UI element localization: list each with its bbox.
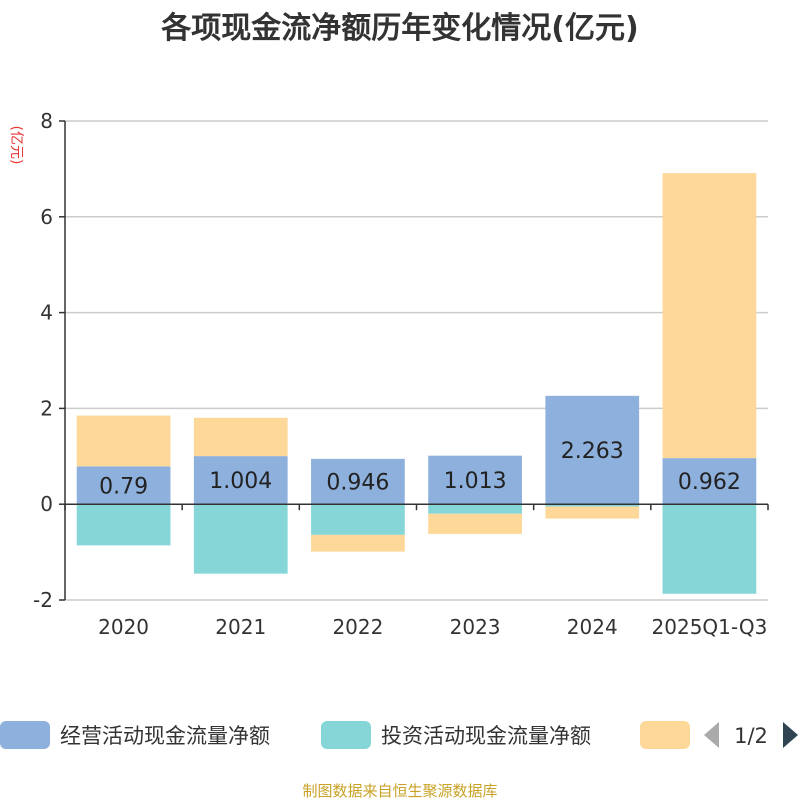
- data-label: 0.962: [678, 470, 741, 495]
- grid: [65, 120, 768, 601]
- bar-series-2[interactable]: [545, 504, 640, 507]
- x-tick-label: 2024: [567, 615, 618, 639]
- bar-series-2[interactable]: [76, 504, 171, 546]
- bar-series-2[interactable]: [193, 504, 288, 574]
- legend-swatch-2[interactable]: [321, 721, 371, 749]
- bar-series-1[interactable]: [311, 458, 405, 505]
- data-label: 0.79: [99, 474, 148, 499]
- data-label: 1.013: [444, 469, 507, 494]
- legend-next-icon[interactable]: [783, 722, 798, 748]
- data-label: 1.004: [209, 469, 272, 494]
- y-tick-label: 8: [40, 109, 53, 133]
- bar-series-3[interactable]: [545, 506, 640, 519]
- x-tick-label: 2022: [332, 615, 383, 639]
- bar-series-1[interactable]: [545, 395, 640, 505]
- data-label: 2.263: [561, 439, 624, 464]
- legend: 经营活动现金流量净额 投资活动现金流量净额 1/2: [0, 721, 798, 749]
- bars: [76, 173, 757, 594]
- bar-series-1[interactable]: [428, 455, 522, 505]
- bar-series-1[interactable]: [193, 456, 288, 505]
- legend-label-2[interactable]: 投资活动现金流量净额: [381, 724, 591, 748]
- data-labels: 0.79 1.004 0.946 1.013 2.263 0.962: [99, 439, 741, 499]
- x-tick-label: 2025Q1-Q3: [652, 615, 768, 639]
- bar-series-2[interactable]: [662, 504, 757, 594]
- legend-prev-icon[interactable]: [704, 722, 719, 748]
- axes: -2 0 2 4 6 8 2020 2021 2022 2023 2024 2025Q1-Q3: [33, 109, 769, 639]
- bar-series-2[interactable]: [311, 504, 405, 535]
- x-tick-label: 2023: [450, 615, 501, 639]
- y-tick-label: 6: [40, 205, 53, 229]
- x-tick-label: 2021: [215, 615, 266, 639]
- bar-series-3[interactable]: [662, 173, 757, 459]
- bar-series-2[interactable]: [428, 504, 522, 514]
- y-tick-label: -2: [33, 588, 53, 612]
- bar-series-3[interactable]: [428, 513, 522, 534]
- y-tick-label: 2: [40, 396, 53, 420]
- bar-series-1[interactable]: [76, 466, 171, 505]
- chart-title: 各项现金流净额历年变化情况(亿元): [160, 11, 638, 46]
- data-label: 0.946: [326, 471, 389, 496]
- y-tick-label: 0: [40, 492, 53, 516]
- bar-series-3[interactable]: [311, 534, 405, 552]
- legend-label-1[interactable]: 经营活动现金流量净额: [60, 724, 270, 748]
- legend-page-indicator: 1/2: [734, 724, 768, 748]
- legend-swatch-3[interactable]: [640, 721, 690, 749]
- y-axis-label: (亿元): [8, 126, 24, 165]
- bar-series-3[interactable]: [193, 417, 288, 457]
- bar-series-1[interactable]: [662, 458, 757, 505]
- legend-swatch-1[interactable]: [0, 721, 50, 749]
- bar-series-3[interactable]: [76, 415, 171, 467]
- y-tick-label: 4: [40, 301, 53, 325]
- source-note: 制图数据来自恒生聚源数据库: [302, 782, 497, 800]
- x-tick-label: 2020: [98, 615, 149, 639]
